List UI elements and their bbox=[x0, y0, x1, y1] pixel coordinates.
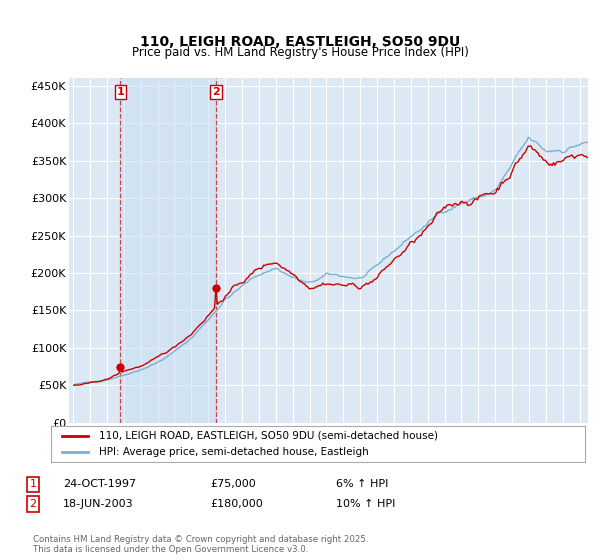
Text: 2: 2 bbox=[29, 499, 37, 509]
Text: 110, LEIGH ROAD, EASTLEIGH, SO50 9DU (semi-detached house): 110, LEIGH ROAD, EASTLEIGH, SO50 9DU (se… bbox=[99, 431, 438, 441]
Text: £180,000: £180,000 bbox=[210, 499, 263, 509]
Text: HPI: Average price, semi-detached house, Eastleigh: HPI: Average price, semi-detached house,… bbox=[99, 447, 369, 457]
Text: 2: 2 bbox=[212, 87, 220, 97]
Text: Contains HM Land Registry data © Crown copyright and database right 2025.
This d: Contains HM Land Registry data © Crown c… bbox=[33, 535, 368, 554]
Text: 110, LEIGH ROAD, EASTLEIGH, SO50 9DU: 110, LEIGH ROAD, EASTLEIGH, SO50 9DU bbox=[140, 35, 460, 49]
Text: 1: 1 bbox=[116, 87, 124, 97]
Text: £75,000: £75,000 bbox=[210, 479, 256, 489]
Text: 10% ↑ HPI: 10% ↑ HPI bbox=[336, 499, 395, 509]
Text: 6% ↑ HPI: 6% ↑ HPI bbox=[336, 479, 388, 489]
Text: Price paid vs. HM Land Registry's House Price Index (HPI): Price paid vs. HM Land Registry's House … bbox=[131, 46, 469, 59]
Text: 1: 1 bbox=[29, 479, 37, 489]
Text: 18-JUN-2003: 18-JUN-2003 bbox=[63, 499, 134, 509]
Bar bbox=[121, 78, 216, 423]
Text: 24-OCT-1997: 24-OCT-1997 bbox=[63, 479, 136, 489]
